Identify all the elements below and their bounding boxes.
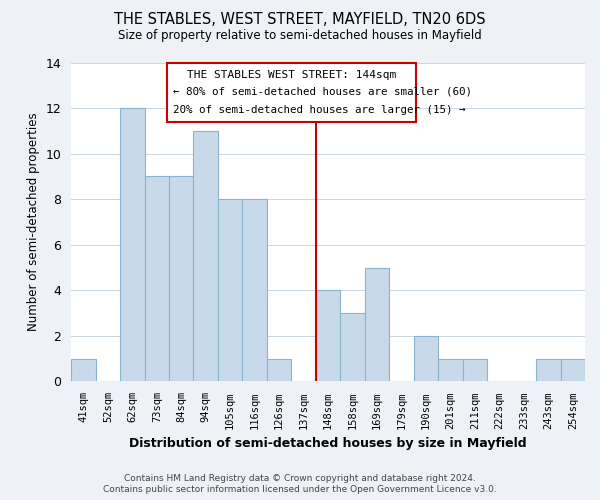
- Text: Contains HM Land Registry data © Crown copyright and database right 2024.
Contai: Contains HM Land Registry data © Crown c…: [103, 474, 497, 494]
- Bar: [193, 131, 218, 382]
- Bar: [169, 176, 193, 382]
- Bar: [316, 290, 340, 382]
- Text: ← 80% of semi-detached houses are smaller (60): ← 80% of semi-detached houses are smalle…: [173, 86, 472, 97]
- Bar: [267, 358, 292, 382]
- FancyBboxPatch shape: [167, 62, 416, 122]
- Bar: [145, 176, 169, 382]
- X-axis label: Distribution of semi-detached houses by size in Mayfield: Distribution of semi-detached houses by …: [129, 437, 527, 450]
- Bar: [340, 313, 365, 382]
- Text: THE STABLES WEST STREET: 144sqm: THE STABLES WEST STREET: 144sqm: [187, 70, 396, 81]
- Text: 20% of semi-detached houses are larger (15) →: 20% of semi-detached houses are larger (…: [173, 104, 465, 115]
- Bar: [560, 358, 585, 382]
- Bar: [438, 358, 463, 382]
- Bar: [218, 199, 242, 382]
- Bar: [365, 268, 389, 382]
- Bar: [242, 199, 267, 382]
- Bar: [536, 358, 560, 382]
- Text: THE STABLES, WEST STREET, MAYFIELD, TN20 6DS: THE STABLES, WEST STREET, MAYFIELD, TN20…: [114, 12, 486, 28]
- Bar: [71, 358, 95, 382]
- Y-axis label: Number of semi-detached properties: Number of semi-detached properties: [27, 112, 40, 332]
- Bar: [414, 336, 438, 382]
- Text: Size of property relative to semi-detached houses in Mayfield: Size of property relative to semi-detach…: [118, 29, 482, 42]
- Bar: [463, 358, 487, 382]
- Bar: [120, 108, 145, 382]
